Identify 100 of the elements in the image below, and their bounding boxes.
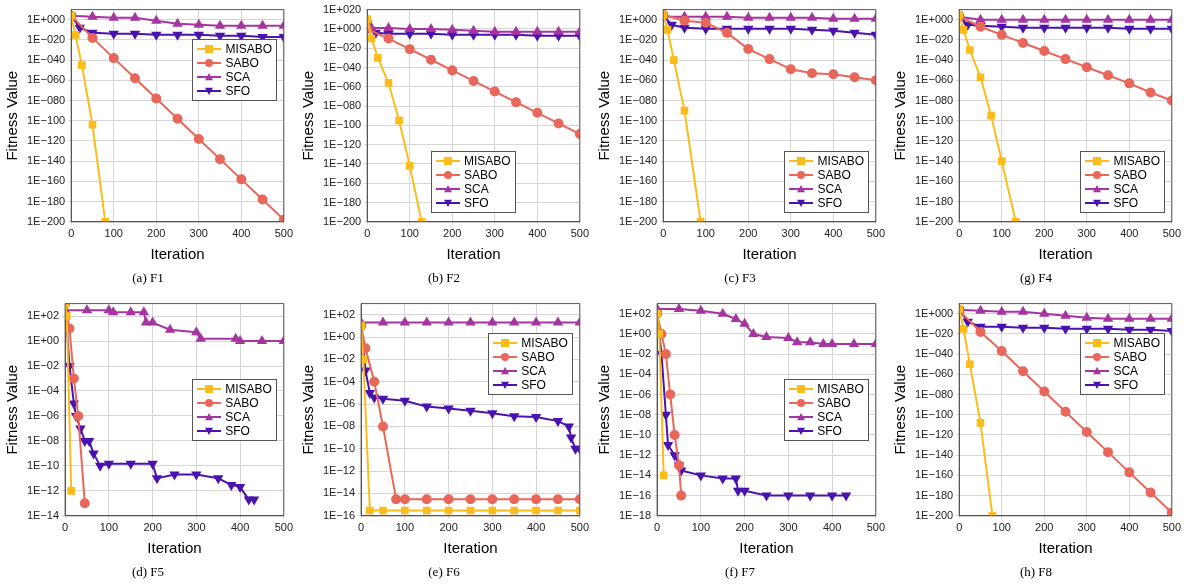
legend-label: MISABO xyxy=(1113,154,1161,169)
y-tick-label: 1E−180 xyxy=(619,194,658,207)
y-tick-label: 1E+02 xyxy=(618,306,652,319)
y-tick-label: 1E−04 xyxy=(618,367,652,380)
legend-label: SFO xyxy=(1113,378,1139,393)
legend-label: SCA xyxy=(225,409,250,424)
legend-label: SFO xyxy=(464,196,489,211)
x-tick-label: 200 xyxy=(739,227,758,240)
legend-label: SFO xyxy=(225,423,250,438)
y-tick-label: 1E−120 xyxy=(323,137,362,150)
y-tick-label: 1E+000 xyxy=(323,21,362,34)
legend-label: MISABO xyxy=(1113,336,1161,351)
x-tick-label: 400 xyxy=(822,521,842,534)
x-axis-title: Iteration xyxy=(1038,539,1093,557)
x-tick-label: 100 xyxy=(696,227,715,240)
y-tick-label: 1E−080 xyxy=(323,99,362,112)
x-tick-label: 200 xyxy=(1035,521,1054,534)
text: (h) F8 xyxy=(1018,564,1054,580)
y-tick-label: 1E−10 xyxy=(322,441,356,454)
x-tick-label: 0 xyxy=(358,521,365,534)
x-tick-label: 400 xyxy=(1120,227,1139,240)
y-tick-label: 1E−140 xyxy=(323,156,362,169)
x-tick-label: 100 xyxy=(400,227,419,240)
x-tick-label: 400 xyxy=(1120,521,1139,534)
text: (d) F5 xyxy=(130,564,166,580)
y-tick-label: 1E−020 xyxy=(915,32,954,45)
y-axis-title: Fitness Value xyxy=(3,70,21,161)
y-tick-label: 1E−100 xyxy=(27,113,66,126)
y-tick-label: 1E−060 xyxy=(619,73,658,86)
y-tick-label: 1E−100 xyxy=(915,407,954,420)
y-tick-label: 1E−160 xyxy=(619,174,658,187)
y-tick-label: 1E−160 xyxy=(915,174,954,187)
y-tick-label: 1E−080 xyxy=(27,93,66,106)
text: (a) F1 xyxy=(131,270,165,286)
x-tick-label: 0 xyxy=(660,227,667,240)
y-axis-title: Fitness Value xyxy=(891,364,909,455)
y-tick-label: 1E−160 xyxy=(323,176,362,189)
text: (f) F7 xyxy=(724,564,756,580)
legend-label: SABO xyxy=(225,56,259,71)
x-tick-label: 500 xyxy=(866,227,885,240)
y-tick-label: 1E−060 xyxy=(323,79,362,92)
y-tick-label: 1E−140 xyxy=(619,154,658,167)
legend-label: SCA xyxy=(817,409,842,424)
y-tick-label: 1E−10 xyxy=(26,458,60,471)
legend-label: SCA xyxy=(1113,364,1139,379)
text: (b) F2 xyxy=(426,270,462,286)
y-tick-label: 1E+00 xyxy=(26,334,60,347)
x-tick-label: 400 xyxy=(824,227,843,240)
y-tick-label: 1E−120 xyxy=(619,133,658,146)
text: (g) F4 xyxy=(1018,270,1054,286)
y-tick-label: 1E−020 xyxy=(27,32,66,45)
y-tick-label: 1E−16 xyxy=(322,508,356,521)
legend-label: SABO xyxy=(225,395,259,410)
y-tick-label: 1E−120 xyxy=(27,133,66,146)
x-tick-label: 400 xyxy=(232,227,251,240)
x-tick-label: 400 xyxy=(528,227,547,240)
y-tick-label: 1E−04 xyxy=(322,374,356,387)
y-tick-label: 1E−020 xyxy=(323,41,362,54)
x-tick-label: 300 xyxy=(483,521,502,534)
y-tick-label: 1E−040 xyxy=(323,60,362,73)
y-axis-title: Fitness Value xyxy=(595,70,613,161)
y-tick-label: 1E−12 xyxy=(322,464,356,477)
y-tick-label: 1E+00 xyxy=(618,326,652,339)
x-axis-title: Iteration xyxy=(742,245,797,263)
x-tick-label: 100 xyxy=(104,227,123,240)
x-tick-label: 300 xyxy=(1077,521,1096,534)
legend-label: MISABO xyxy=(521,336,568,351)
y-tick-label: 1E−10 xyxy=(618,427,652,440)
text: (e) F6 xyxy=(427,564,461,580)
x-tick-label: 400 xyxy=(526,521,546,534)
x-axis-title: Iteration xyxy=(443,539,498,557)
x-tick-label: 200 xyxy=(143,521,162,534)
x-axis-title: Iteration xyxy=(1038,245,1093,263)
x-tick-label: 500 xyxy=(1162,227,1181,240)
y-tick-label: 1E−06 xyxy=(26,408,60,421)
legend-label: MISABO xyxy=(817,381,864,396)
y-tick-label: 1E−140 xyxy=(27,154,66,167)
y-tick-label: 1E−14 xyxy=(322,486,356,499)
y-tick-label: 1E+02 xyxy=(26,309,60,322)
y-tick-label: 1E−08 xyxy=(322,419,356,432)
y-tick-label: 1E+000 xyxy=(619,12,658,25)
y-tick-label: 1E−020 xyxy=(915,326,954,339)
y-tick-label: 1E−200 xyxy=(915,508,954,521)
legend-label: SFO xyxy=(1113,196,1139,211)
y-axis-title: Fitness Value xyxy=(595,364,613,455)
y-tick-label: 1E−040 xyxy=(915,347,954,360)
y-tick-label: 1E−080 xyxy=(619,93,658,106)
y-tick-label: 1E−16 xyxy=(618,488,652,501)
legend-label: SFO xyxy=(521,378,546,393)
y-tick-label: 1E+02 xyxy=(322,307,356,320)
y-tick-label: 1E−18 xyxy=(618,508,652,521)
y-tick-label: 1E−140 xyxy=(915,448,954,461)
x-tick-label: 200 xyxy=(147,227,166,240)
text: (c) F3 xyxy=(723,270,757,286)
x-tick-label: 100 xyxy=(691,521,711,534)
x-tick-label: 200 xyxy=(443,227,462,240)
y-tick-label: 1E−06 xyxy=(618,387,652,400)
y-tick-label: 1E−040 xyxy=(915,53,954,66)
x-tick-label: 300 xyxy=(485,227,504,240)
legend-label: SABO xyxy=(817,395,851,410)
